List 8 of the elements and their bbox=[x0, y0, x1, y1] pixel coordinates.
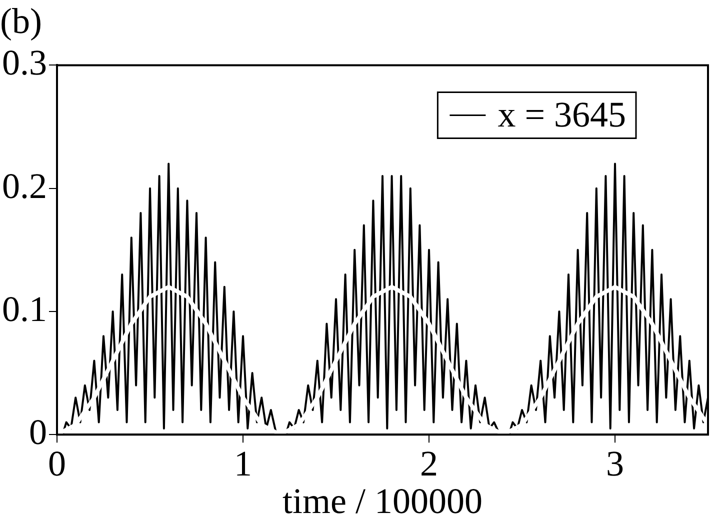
x-tick-label: 1 bbox=[234, 444, 252, 484]
y-tick-label: 0.3 bbox=[2, 42, 47, 83]
chart-title: (b) bbox=[0, 1, 42, 42]
x-tick-label: 3 bbox=[606, 444, 624, 484]
y-tick-label: 0.1 bbox=[2, 288, 47, 329]
y-tick-label: 0 bbox=[29, 412, 47, 452]
y-tick-label: 0.2 bbox=[2, 166, 47, 206]
legend-label: x = 3645 bbox=[498, 94, 626, 135]
